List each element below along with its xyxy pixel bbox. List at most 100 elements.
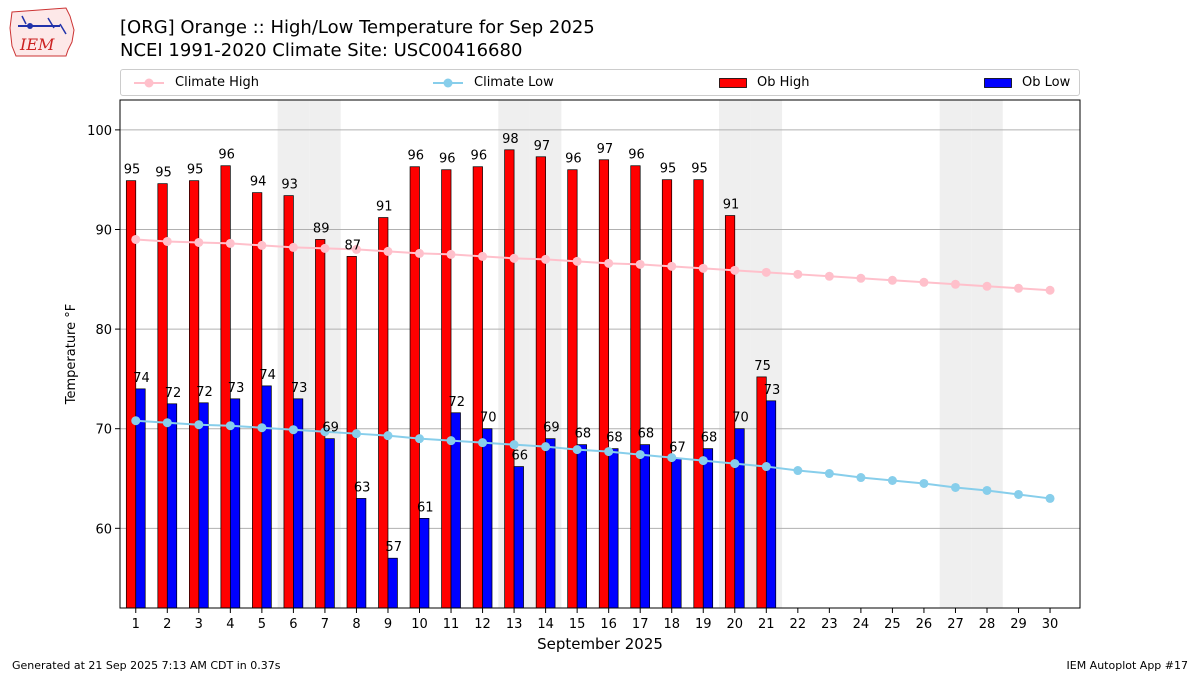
point-climate-high bbox=[162, 236, 172, 246]
point-climate-high bbox=[541, 254, 551, 264]
x-tick-label: 11 bbox=[443, 617, 460, 632]
data-label: 95 bbox=[660, 162, 677, 177]
bar-ob-high bbox=[441, 169, 452, 609]
point-climate-high bbox=[257, 240, 267, 250]
point-climate-low bbox=[793, 466, 803, 476]
svg-text:IEM: IEM bbox=[19, 35, 55, 54]
point-climate-high bbox=[383, 246, 393, 256]
data-label: 74 bbox=[259, 368, 276, 383]
x-tick-label: 19 bbox=[695, 617, 712, 632]
bar-ob-high bbox=[598, 159, 610, 609]
x-tick-label: 12 bbox=[474, 617, 491, 632]
point-climate-high bbox=[572, 256, 582, 266]
point-climate-low bbox=[919, 478, 929, 488]
bar-ob-low bbox=[639, 444, 651, 609]
point-climate-high bbox=[604, 258, 614, 268]
data-label: 72 bbox=[196, 385, 213, 400]
data-label: 95 bbox=[155, 166, 172, 181]
point-climate-high bbox=[351, 244, 361, 254]
point-climate-low bbox=[698, 456, 708, 466]
line-climate-high bbox=[135, 238, 1051, 292]
data-label: 96 bbox=[628, 148, 645, 163]
x-tick-label: 16 bbox=[600, 617, 617, 632]
point-climate-high bbox=[415, 248, 425, 258]
point-climate-low bbox=[351, 429, 361, 439]
data-label: 95 bbox=[691, 162, 708, 177]
bar-ob-low bbox=[229, 398, 241, 609]
point-climate-high bbox=[856, 273, 866, 283]
x-tick-label: 24 bbox=[853, 617, 870, 632]
data-label: 95 bbox=[124, 163, 141, 178]
x-tick-label: 7 bbox=[321, 617, 329, 632]
x-tick-label: 23 bbox=[821, 617, 838, 632]
legend-ob-low: Ob Low bbox=[984, 70, 1070, 95]
x-tick-label: 13 bbox=[506, 617, 523, 632]
data-label: 68 bbox=[575, 427, 592, 442]
point-climate-low bbox=[257, 423, 267, 433]
x-tick-label: 18 bbox=[663, 617, 680, 632]
y-tick-label: 60 bbox=[95, 522, 112, 537]
point-climate-high bbox=[320, 243, 330, 253]
point-climate-low bbox=[730, 459, 740, 469]
point-climate-low bbox=[415, 434, 425, 444]
data-label: 69 bbox=[322, 421, 339, 436]
data-label: 97 bbox=[534, 139, 551, 154]
x-tick-label: 29 bbox=[1010, 617, 1027, 632]
bar-ob-high bbox=[504, 149, 515, 609]
bar-ob-high bbox=[630, 165, 641, 609]
point-climate-low bbox=[446, 436, 456, 446]
bar-ob-high bbox=[472, 166, 483, 609]
point-climate-high bbox=[478, 251, 488, 261]
point-climate-low bbox=[194, 420, 204, 430]
x-tick-label: 27 bbox=[947, 617, 964, 632]
x-axis-label: September 2025 bbox=[537, 635, 663, 653]
point-climate-low bbox=[162, 418, 172, 428]
data-label: 74 bbox=[133, 371, 150, 386]
x-tick-label: 8 bbox=[352, 617, 360, 632]
point-climate-high bbox=[667, 261, 677, 271]
iem-logo: IEM bbox=[8, 6, 80, 58]
data-label: 94 bbox=[250, 175, 267, 190]
weekend-shade bbox=[971, 100, 1003, 608]
point-climate-high bbox=[950, 279, 960, 289]
x-tick-label: 9 bbox=[384, 617, 392, 632]
point-climate-high bbox=[793, 269, 803, 279]
data-label: 61 bbox=[417, 500, 434, 515]
legend-climate-low: Climate Low bbox=[432, 70, 554, 95]
data-label: 70 bbox=[732, 411, 749, 426]
climate-lines bbox=[131, 234, 1055, 503]
chart-subtitle: NCEI 1991-2020 Climate Site: USC00416680 bbox=[120, 40, 523, 61]
point-climate-low bbox=[383, 431, 393, 441]
data-label: 69 bbox=[543, 421, 560, 436]
point-climate-low bbox=[667, 453, 677, 463]
point-climate-low bbox=[288, 425, 298, 435]
point-climate-high bbox=[194, 237, 204, 247]
bar-ob-low bbox=[545, 438, 556, 609]
x-tick-label: 4 bbox=[226, 617, 234, 632]
point-climate-high bbox=[982, 281, 992, 291]
point-climate-low bbox=[824, 469, 834, 479]
legend-climate-high: Climate High bbox=[133, 70, 259, 95]
bar-ob-low bbox=[166, 403, 178, 609]
data-label: 63 bbox=[354, 480, 371, 495]
point-climate-high bbox=[698, 263, 708, 273]
bar-ob-high bbox=[693, 179, 704, 609]
y-tick-label: 100 bbox=[87, 124, 112, 139]
point-climate-low bbox=[541, 442, 551, 452]
point-climate-high bbox=[761, 267, 771, 277]
x-tick-label: 21 bbox=[758, 617, 775, 632]
bar-ob-low bbox=[419, 518, 430, 609]
point-climate-low bbox=[856, 473, 866, 483]
data-label: 89 bbox=[313, 221, 330, 236]
data-label: 96 bbox=[218, 148, 235, 163]
x-tick-label: 3 bbox=[195, 617, 203, 632]
x-tick-label: 28 bbox=[979, 617, 996, 632]
point-climate-high bbox=[1045, 285, 1055, 295]
data-label: 98 bbox=[502, 132, 519, 147]
bar-ob-high bbox=[756, 376, 767, 609]
bar-ob-low bbox=[576, 444, 587, 609]
data-label: 73 bbox=[228, 381, 245, 396]
point-climate-low bbox=[635, 450, 645, 460]
bar-ob-low bbox=[198, 402, 209, 609]
data-label: 67 bbox=[669, 441, 686, 456]
